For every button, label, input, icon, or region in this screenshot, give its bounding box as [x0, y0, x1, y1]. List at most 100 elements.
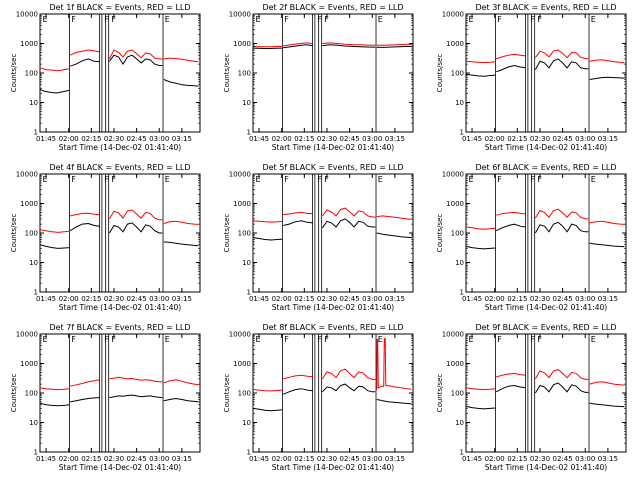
y-tick-label: 100: [451, 390, 464, 398]
lld-series-line: [589, 381, 625, 386]
lld-series-line: [589, 59, 625, 64]
y-tick-label: 1000: [446, 360, 464, 368]
x-tick-label: 03:15: [598, 455, 618, 463]
lld-series-line: [465, 387, 496, 391]
marker-flag: F: [71, 15, 76, 24]
y-tick-label: 10: [242, 99, 251, 107]
x-tick-label: 03:00: [362, 135, 382, 143]
marker-flag: E: [469, 335, 474, 344]
x-tick-label: 03:00: [575, 135, 595, 143]
x-tick-label: 01:45: [249, 135, 269, 143]
x-tick-label: 02:15: [294, 455, 314, 463]
x-tick-label: 02:30: [317, 135, 337, 143]
x-tick-label: 02:15: [294, 295, 314, 303]
events-series-line: [496, 64, 526, 73]
marker-flag: E: [256, 335, 261, 344]
events-series-line: [283, 388, 313, 395]
lld-series-line: [376, 43, 412, 46]
x-tick-label: 02:30: [530, 455, 550, 463]
lld-series-line: [108, 49, 163, 60]
x-tick-label: 03:00: [575, 455, 595, 463]
y-tick-label: 10000: [442, 11, 464, 19]
x-axis-title: Start Time (14-Dec-02 01:41:40): [485, 463, 607, 472]
x-tick-label: 02:00: [272, 295, 292, 303]
lld-series-line: [496, 211, 526, 216]
x-tick-label: 03:15: [172, 455, 192, 463]
lld-series-line: [376, 215, 412, 220]
x-tick-label: 02:00: [272, 455, 292, 463]
x-tick-label: 01:45: [249, 455, 269, 463]
lld-series-line: [534, 369, 589, 380]
marker-flag: E: [165, 15, 170, 24]
marker-flag: E: [256, 15, 261, 24]
events-series-line: [495, 223, 526, 232]
events-series-line: [322, 44, 376, 48]
y-axis-title: Counts/sec: [436, 214, 444, 253]
x-axis-title: Start Time (14-Dec-02 01:41:40): [272, 303, 394, 312]
panel-title: Det 1f BLACK = Events, RED = LLD: [49, 3, 190, 12]
x-tick-label: 01:45: [36, 455, 56, 463]
marker-flag: F: [111, 335, 116, 344]
lld-series-line: [39, 67, 70, 72]
y-axis-title: Counts/sec: [10, 214, 18, 253]
y-tick-label: 10000: [229, 11, 251, 19]
marker-flag: F: [530, 15, 535, 24]
y-tick-label: 10: [455, 419, 464, 427]
y-axis-title: Counts/sec: [223, 54, 231, 93]
marker-flag: F: [71, 335, 76, 344]
events-series-line: [252, 237, 283, 241]
x-tick-label: 03:00: [362, 455, 382, 463]
y-tick-label: 10000: [16, 331, 38, 339]
lld-series-line: [534, 49, 589, 60]
marker-flag: E: [43, 335, 48, 344]
x-tick-label: 02:45: [553, 135, 573, 143]
x-tick-label: 02:30: [317, 295, 337, 303]
lld-series-line: [322, 207, 376, 218]
x-tick-label: 02:30: [530, 295, 550, 303]
y-axis-title: Counts/sec: [436, 54, 444, 93]
marker-flag: F: [71, 175, 76, 184]
lld-series-line: [534, 208, 589, 220]
lld-series-line: [69, 49, 100, 56]
x-tick-label: 02:00: [485, 135, 505, 143]
y-tick-label: 10: [242, 259, 251, 267]
events-series-line: [465, 245, 496, 250]
marker-flag: F: [537, 335, 542, 344]
marker-flag: E: [165, 175, 170, 184]
panel-title: Det 6f BLACK = Events, RED = LLD: [475, 163, 616, 172]
marker-flag: F: [284, 175, 289, 184]
marker-flag: F: [104, 175, 109, 184]
x-axis-title: Start Time (14-Dec-02 01:41:40): [59, 463, 181, 472]
x-tick-label: 02:45: [553, 455, 573, 463]
y-axis-title: Counts/sec: [436, 374, 444, 413]
x-tick-label: 02:45: [553, 295, 573, 303]
y-tick-label: 10000: [442, 331, 464, 339]
lld-series-line: [496, 372, 526, 378]
y-axis-title: Counts/sec: [10, 54, 18, 93]
panel-title: Det 8f BLACK = Events, RED = LLD: [262, 323, 403, 332]
lld-series-line: [70, 379, 100, 387]
x-axis-title: Start Time (14-Dec-02 01:41:40): [59, 303, 181, 312]
marker-flag: E: [165, 335, 170, 344]
events-series-line: [163, 79, 199, 87]
y-tick-label: 1000: [20, 200, 38, 208]
events-series-line: [322, 383, 376, 393]
marker-flag: F: [104, 335, 109, 344]
panel-title: Det 2f BLACK = Events, RED = LLD: [262, 3, 403, 12]
x-tick-label: 02:30: [104, 295, 124, 303]
lld-series-line: [496, 53, 526, 60]
y-tick-label: 100: [238, 70, 251, 78]
marker-flag: F: [104, 15, 109, 24]
lld-series-line: [163, 379, 199, 386]
lld-series-line: [283, 211, 313, 216]
y-tick-label: 10: [455, 259, 464, 267]
x-tick-label: 02:15: [294, 135, 314, 143]
panel-title: Det 5f BLACK = Events, RED = LLD: [262, 163, 403, 172]
events-series-line: [534, 58, 589, 70]
x-tick-label: 03:15: [172, 295, 192, 303]
events-series-line: [589, 402, 625, 408]
x-tick-label: 01:45: [462, 455, 482, 463]
